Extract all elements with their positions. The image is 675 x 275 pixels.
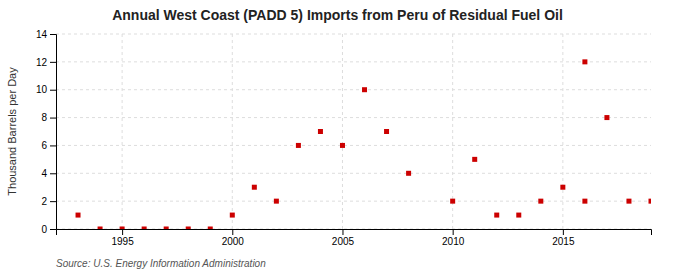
tick-mark [50,90,56,91]
grid-line-x [122,34,123,229]
plot: 1995 2000 2005 2010 2015 0 2 4 6 8 10 12 14 [36,29,654,247]
tick-mark [342,229,343,235]
grid-line-y [56,89,651,90]
point [384,129,389,134]
grid-line-x [562,34,563,229]
chart: 1995 2000 2005 2010 2015 0 2 4 6 8 10 12 14 Annual We… [0,0,675,275]
tick-label: 10 [36,84,48,95]
point [186,227,191,230]
point [406,171,411,176]
point [626,199,631,204]
grid-line-x [342,34,343,229]
tick-mark [453,229,454,235]
tick-mark [50,34,56,35]
tick: 10 [36,84,56,95]
point [230,213,235,218]
tick: 14 [36,29,56,40]
tick-mark [50,62,56,63]
point [538,199,543,204]
tick: 12 [36,57,56,68]
point [296,143,301,148]
tick-label: 2 [41,196,47,207]
point [164,227,169,230]
point [274,199,279,204]
tick-mark [50,173,56,174]
tick-label: 14 [36,29,48,40]
grid [56,34,651,229]
point [208,227,213,230]
grid-line-x [232,34,233,229]
x-axis: 1995 2000 2005 2010 2015 [57,229,652,247]
point [362,87,367,92]
tick: 6 [41,140,56,151]
tick-mark [122,229,123,235]
tick: 4 [41,168,56,179]
tick-mark [50,201,56,202]
y-axis-label: Thousand Barrels per Day [6,67,18,196]
tick-label: 8 [41,112,47,123]
point [318,129,323,134]
point [604,115,609,120]
title: Annual West Coast (PADD 5) Imports from … [112,7,563,23]
tick: 2010 [442,229,465,247]
point [494,213,499,218]
point [560,185,565,190]
point [76,213,81,218]
tick-label: 2015 [552,236,575,247]
point [472,157,477,162]
tick-label: 0 [41,224,47,235]
points [76,59,651,229]
point [649,199,652,204]
point [340,143,345,148]
tick-label: 1995 [111,236,134,247]
grid-line-y [56,173,651,174]
tick-label: 2005 [332,236,355,247]
grid-line-y [56,34,651,35]
grid-line-y [56,61,651,62]
axis-line [57,230,652,236]
point [120,227,125,230]
grid-line-y [56,145,651,146]
point [582,59,587,64]
tick-label: 2010 [442,236,465,247]
tick-label: 12 [36,57,48,68]
grid-line-y [56,117,651,118]
tick: 2 [41,196,56,207]
point [142,227,147,230]
tick: 2015 [552,229,575,247]
grid-line-y [56,201,651,202]
tick-label: 2000 [222,236,245,247]
tick: 8 [41,112,56,123]
tick-label: 6 [41,140,47,151]
tick: 2005 [332,229,355,247]
point [582,199,587,204]
tick-mark [563,229,564,235]
point [516,213,521,218]
point [450,199,455,204]
axis-line [50,35,57,230]
y-axis: 0 2 4 6 8 10 12 14 [36,29,57,235]
tick: 0 [41,224,56,235]
tick-mark [50,118,56,119]
tick-mark [50,229,56,230]
tick-mark [50,145,56,146]
tick-mark [232,229,233,235]
tick: 2000 [222,229,245,247]
tick: 1995 [111,229,134,247]
annotation: Source: U.S. Energy Information Administ… [56,258,266,269]
point [252,185,257,190]
tick-label: 4 [41,168,47,179]
point [98,227,103,230]
